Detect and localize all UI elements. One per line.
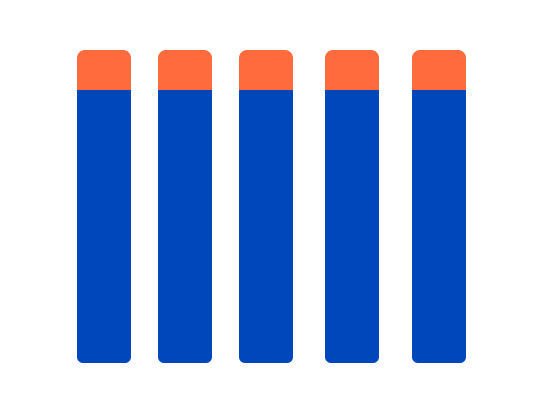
dart-tip bbox=[77, 50, 131, 90]
dart-tip bbox=[239, 50, 293, 90]
dart-body bbox=[77, 90, 131, 363]
dart-tip bbox=[158, 50, 212, 90]
dart-tip bbox=[325, 50, 379, 90]
dart-body bbox=[239, 90, 293, 363]
foam-dart-icon bbox=[325, 50, 379, 363]
foam-dart-icon bbox=[412, 50, 466, 363]
dart-tip bbox=[412, 50, 466, 90]
foam-dart-icon bbox=[239, 50, 293, 363]
dart-body bbox=[325, 90, 379, 363]
dart-body bbox=[412, 90, 466, 363]
foam-dart-icon bbox=[158, 50, 212, 363]
foam-dart-icon bbox=[77, 50, 131, 363]
dart-body bbox=[158, 90, 212, 363]
